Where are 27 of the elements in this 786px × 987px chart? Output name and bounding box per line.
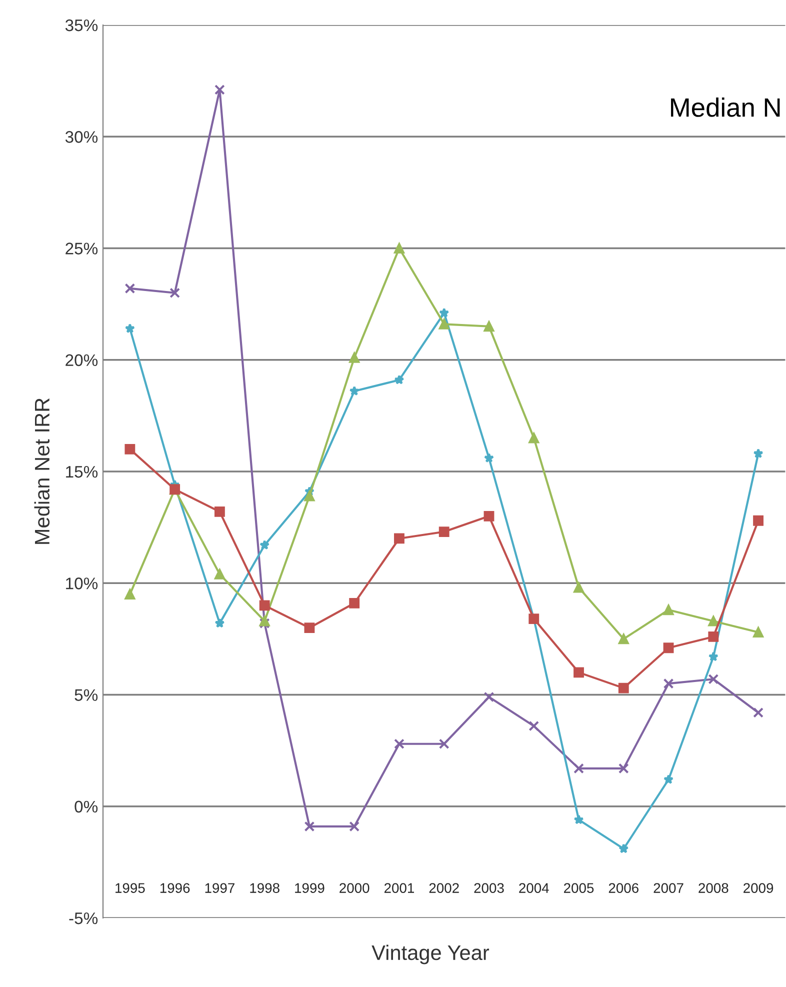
x-tick-label: 2001 (384, 883, 414, 893)
y-tick-label: 15% (66, 466, 98, 478)
y-axis-title: Median Net IRR (34, 398, 50, 544)
y-tick-label: 10% (66, 578, 98, 590)
x-tick-label: 1997 (205, 883, 234, 893)
y-tick-label: 0% (74, 800, 98, 813)
x-tick-label: 2004 (519, 883, 549, 893)
x-tick-label: 1996 (160, 883, 190, 893)
x-tick-label: 1995 (116, 883, 145, 893)
x-tick-label: 2007 (654, 883, 684, 893)
text: Median N (671, 98, 780, 117)
x-tick-label: 2000 (340, 883, 370, 893)
y-tick-label: 25% (66, 242, 98, 254)
x-tick-label: 1998 (250, 883, 280, 893)
y-tick-label: 20% (66, 354, 98, 366)
x-tick-label: 2008 (698, 883, 728, 893)
x-tick-label: 2005 (564, 883, 594, 893)
y-tick-label: 35% (65, 19, 98, 32)
x-tick-label: 2003 (474, 883, 504, 893)
x-axis-title: Vintage Year (372, 944, 490, 964)
y-tick-label: 30% (65, 131, 98, 143)
x-tick-label: 2002 (429, 883, 459, 893)
y-tick-label: -5% (69, 912, 98, 924)
x-tick-label: 2009 (744, 883, 774, 893)
x-tick-label: 1999 (295, 883, 324, 893)
y-tick-label: 5% (74, 689, 98, 701)
x-tick-label: 2006 (608, 883, 638, 893)
